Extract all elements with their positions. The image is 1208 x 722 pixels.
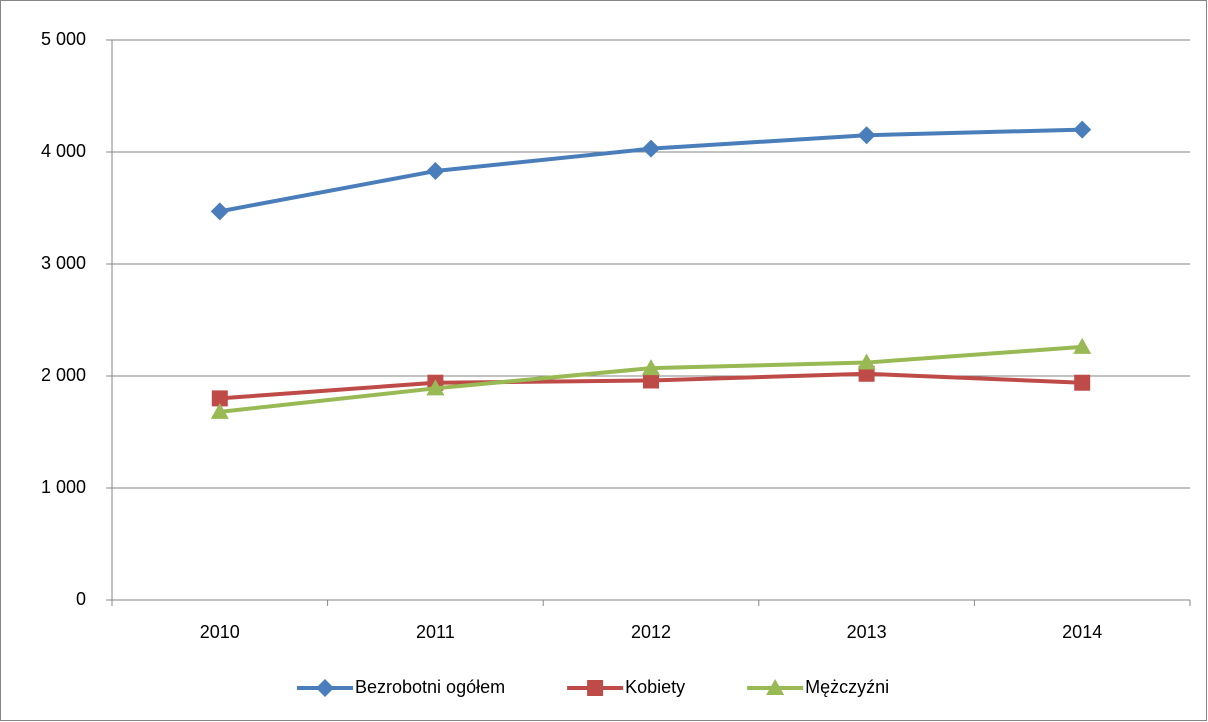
x-tick-label: 2013 <box>847 622 887 642</box>
legend-label: Mężczyźni <box>805 677 889 697</box>
legend-label: Bezrobotni ogółem <box>355 677 505 697</box>
marker <box>643 372 659 389</box>
marker <box>1074 374 1091 391</box>
x-tick-label: 2010 <box>200 622 240 642</box>
y-tick-label: 0 <box>76 589 86 609</box>
marker <box>426 379 445 396</box>
y-tick-label: 3 000 <box>41 253 86 273</box>
y-tick-label: 4 000 <box>41 141 86 161</box>
marker <box>1073 337 1092 354</box>
legend-label: Kobiety <box>625 677 685 697</box>
marker <box>858 365 875 382</box>
marker <box>642 359 660 376</box>
marker <box>210 202 229 221</box>
y-tick-label: 5 000 <box>41 29 86 49</box>
marker <box>210 402 229 419</box>
legend-marker <box>316 679 334 697</box>
y-tick-label: 1 000 <box>41 477 86 497</box>
x-tick-label: 2012 <box>631 622 671 642</box>
marker <box>211 390 228 407</box>
x-tick-label: 2014 <box>1062 622 1102 642</box>
marker <box>1073 120 1092 139</box>
marker <box>857 126 876 145</box>
legend-marker <box>766 679 785 695</box>
y-tick-label: 2 000 <box>41 365 86 385</box>
marker <box>857 353 876 370</box>
marker <box>642 139 660 158</box>
x-tick-label: 2011 <box>416 622 455 642</box>
marker <box>426 162 445 181</box>
legend-marker <box>587 680 604 696</box>
